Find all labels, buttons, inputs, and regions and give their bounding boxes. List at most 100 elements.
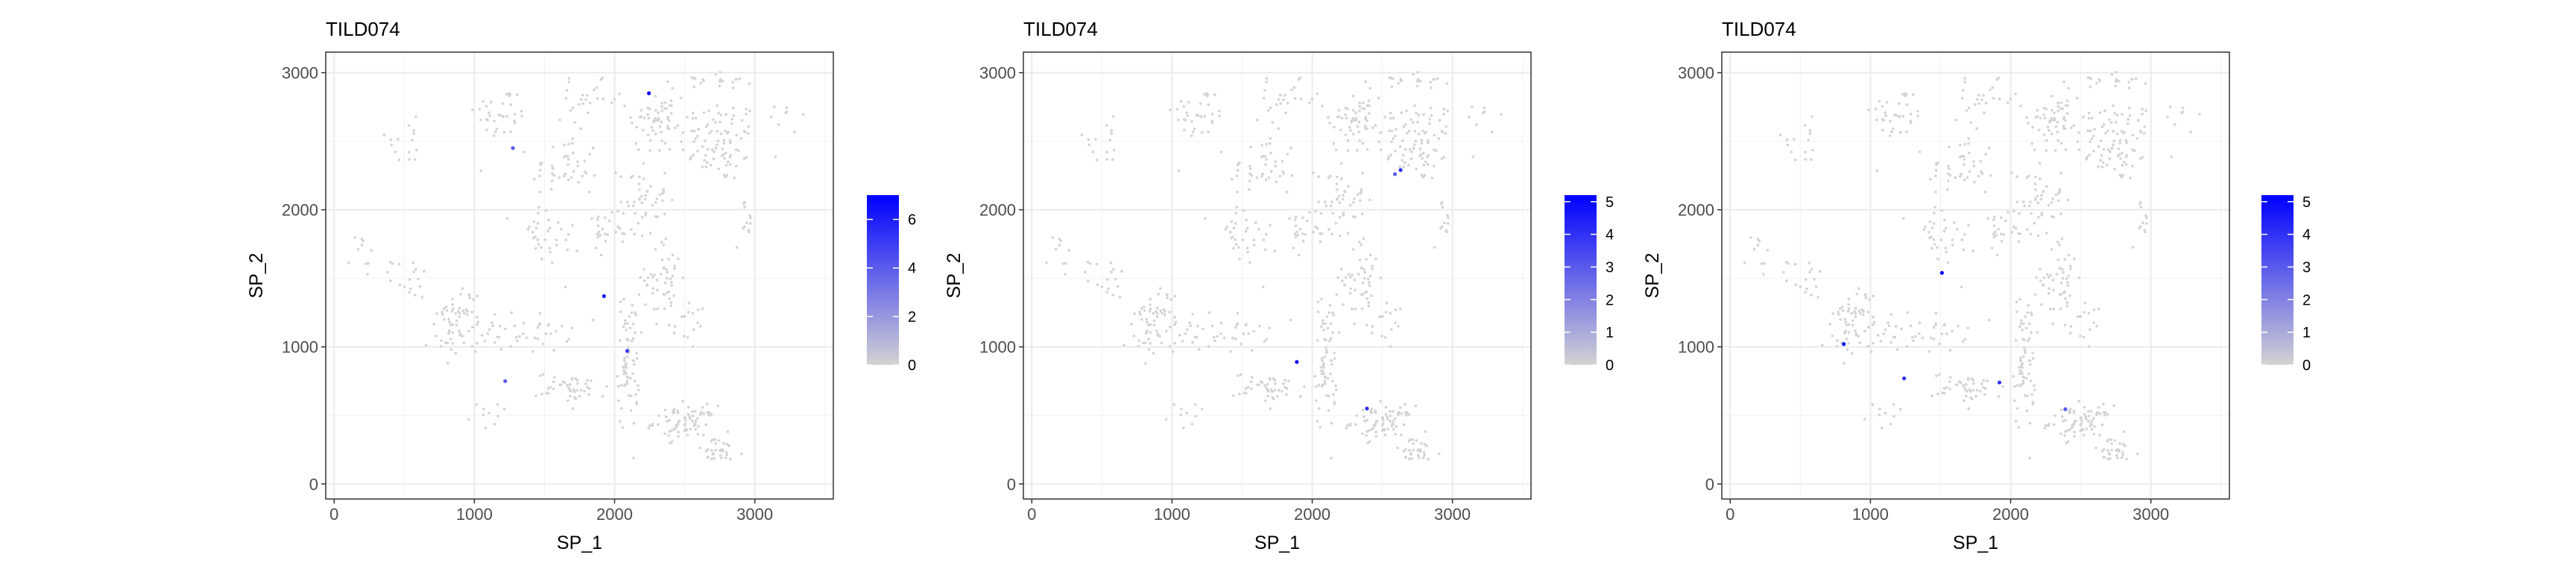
y-axis-label: SP_2	[944, 252, 965, 298]
cell-point	[651, 129, 654, 132]
cell-point	[2128, 114, 2132, 117]
cell-point	[1326, 326, 1330, 330]
cell-point	[2039, 267, 2042, 271]
cell-point	[1980, 172, 1984, 175]
cell-point	[2002, 233, 2005, 236]
cell-point	[638, 188, 641, 191]
cell-point	[737, 149, 740, 153]
cell-point	[2092, 150, 2095, 153]
cell-point	[1401, 153, 1405, 157]
cell-point	[719, 113, 723, 117]
cell-point	[2118, 139, 2122, 142]
cell-point	[2062, 80, 2065, 83]
expressing-cell-point	[602, 294, 607, 299]
cell-point	[549, 386, 552, 389]
expressing-cell-point	[1901, 376, 1907, 381]
cell-point	[666, 419, 669, 423]
cell-point	[712, 157, 716, 160]
cell-point	[1847, 323, 1851, 326]
cell-point	[1368, 86, 1371, 90]
cell-point	[722, 142, 726, 145]
cell-point	[2066, 198, 2070, 202]
cell-point	[1957, 325, 1960, 328]
gridlines	[1023, 52, 1531, 499]
cell-point	[730, 122, 733, 125]
cell-point	[601, 76, 604, 80]
cell-point	[2018, 297, 2021, 301]
cell-point	[1181, 340, 1184, 343]
cell-point	[2128, 86, 2131, 89]
cell-point	[1972, 382, 1975, 385]
cell-point	[724, 112, 727, 116]
cell-point	[1207, 130, 1210, 133]
cell-point	[645, 190, 649, 194]
cell-point	[1382, 419, 1385, 422]
cell-point	[1821, 343, 1824, 347]
cell-point	[561, 325, 564, 328]
cell-point	[2089, 77, 2093, 80]
cell-point	[1204, 217, 1207, 220]
cell-point	[518, 334, 521, 338]
cell-point	[1433, 148, 1436, 151]
cell-point	[1059, 239, 1063, 243]
cell-point	[709, 163, 713, 167]
cell-point	[1149, 307, 1152, 311]
cell-point	[2023, 346, 2026, 349]
cell-point	[1284, 378, 1287, 382]
cell-point	[706, 123, 710, 126]
cell-point	[652, 121, 655, 124]
cell-point	[1325, 394, 1328, 397]
cell-point	[1292, 86, 1296, 89]
cell-point	[435, 334, 438, 337]
cell-point	[595, 86, 599, 89]
cell-point	[581, 93, 584, 97]
cell-point	[620, 407, 623, 410]
cell-point	[1851, 319, 1854, 322]
cell-point	[571, 107, 575, 109]
cell-point	[1346, 107, 1349, 111]
cell-point	[1174, 320, 1178, 324]
cell-point	[552, 145, 555, 149]
cell-point	[451, 307, 455, 311]
cell-point	[719, 449, 722, 452]
cell-point	[654, 214, 657, 218]
cell-point	[1114, 278, 1117, 281]
cell-point	[1087, 279, 1090, 282]
cell-point	[1356, 125, 1360, 128]
cell-point	[1236, 174, 1239, 178]
cell-point	[1326, 377, 1330, 380]
cell-point	[360, 244, 364, 247]
cell-point	[1275, 180, 1278, 184]
background-points	[347, 71, 805, 461]
cell-point	[1336, 175, 1339, 179]
cell-point	[2118, 174, 2122, 177]
cell-point	[2031, 401, 2034, 404]
cell-point	[2112, 139, 2116, 142]
cell-point	[1378, 315, 1381, 319]
cell-point	[1164, 418, 1168, 421]
cell-point	[492, 134, 496, 137]
cell-point	[1441, 130, 1445, 134]
cell-point	[2023, 204, 2026, 208]
cell-point	[2027, 204, 2031, 208]
cell-point	[1316, 226, 1319, 230]
cell-point	[487, 111, 490, 115]
cell-point	[525, 336, 528, 340]
cell-point	[583, 390, 586, 393]
cell-point	[1205, 92, 1208, 95]
x-tick-label: 1000	[456, 505, 493, 524]
cell-point	[2069, 264, 2072, 268]
cell-point	[701, 406, 704, 409]
cell-point	[1404, 456, 1407, 459]
cell-point	[1968, 151, 1971, 155]
cell-point	[1983, 111, 1986, 115]
cell-point	[1398, 406, 1402, 409]
cell-point	[2136, 452, 2139, 456]
cell-point	[710, 439, 713, 443]
cell-point	[691, 311, 695, 315]
cell-point	[522, 150, 525, 153]
cell-point	[520, 115, 523, 118]
cell-point	[1218, 109, 1221, 113]
cell-point	[564, 238, 568, 241]
colorbar-tick-label: 5	[1606, 194, 1614, 211]
